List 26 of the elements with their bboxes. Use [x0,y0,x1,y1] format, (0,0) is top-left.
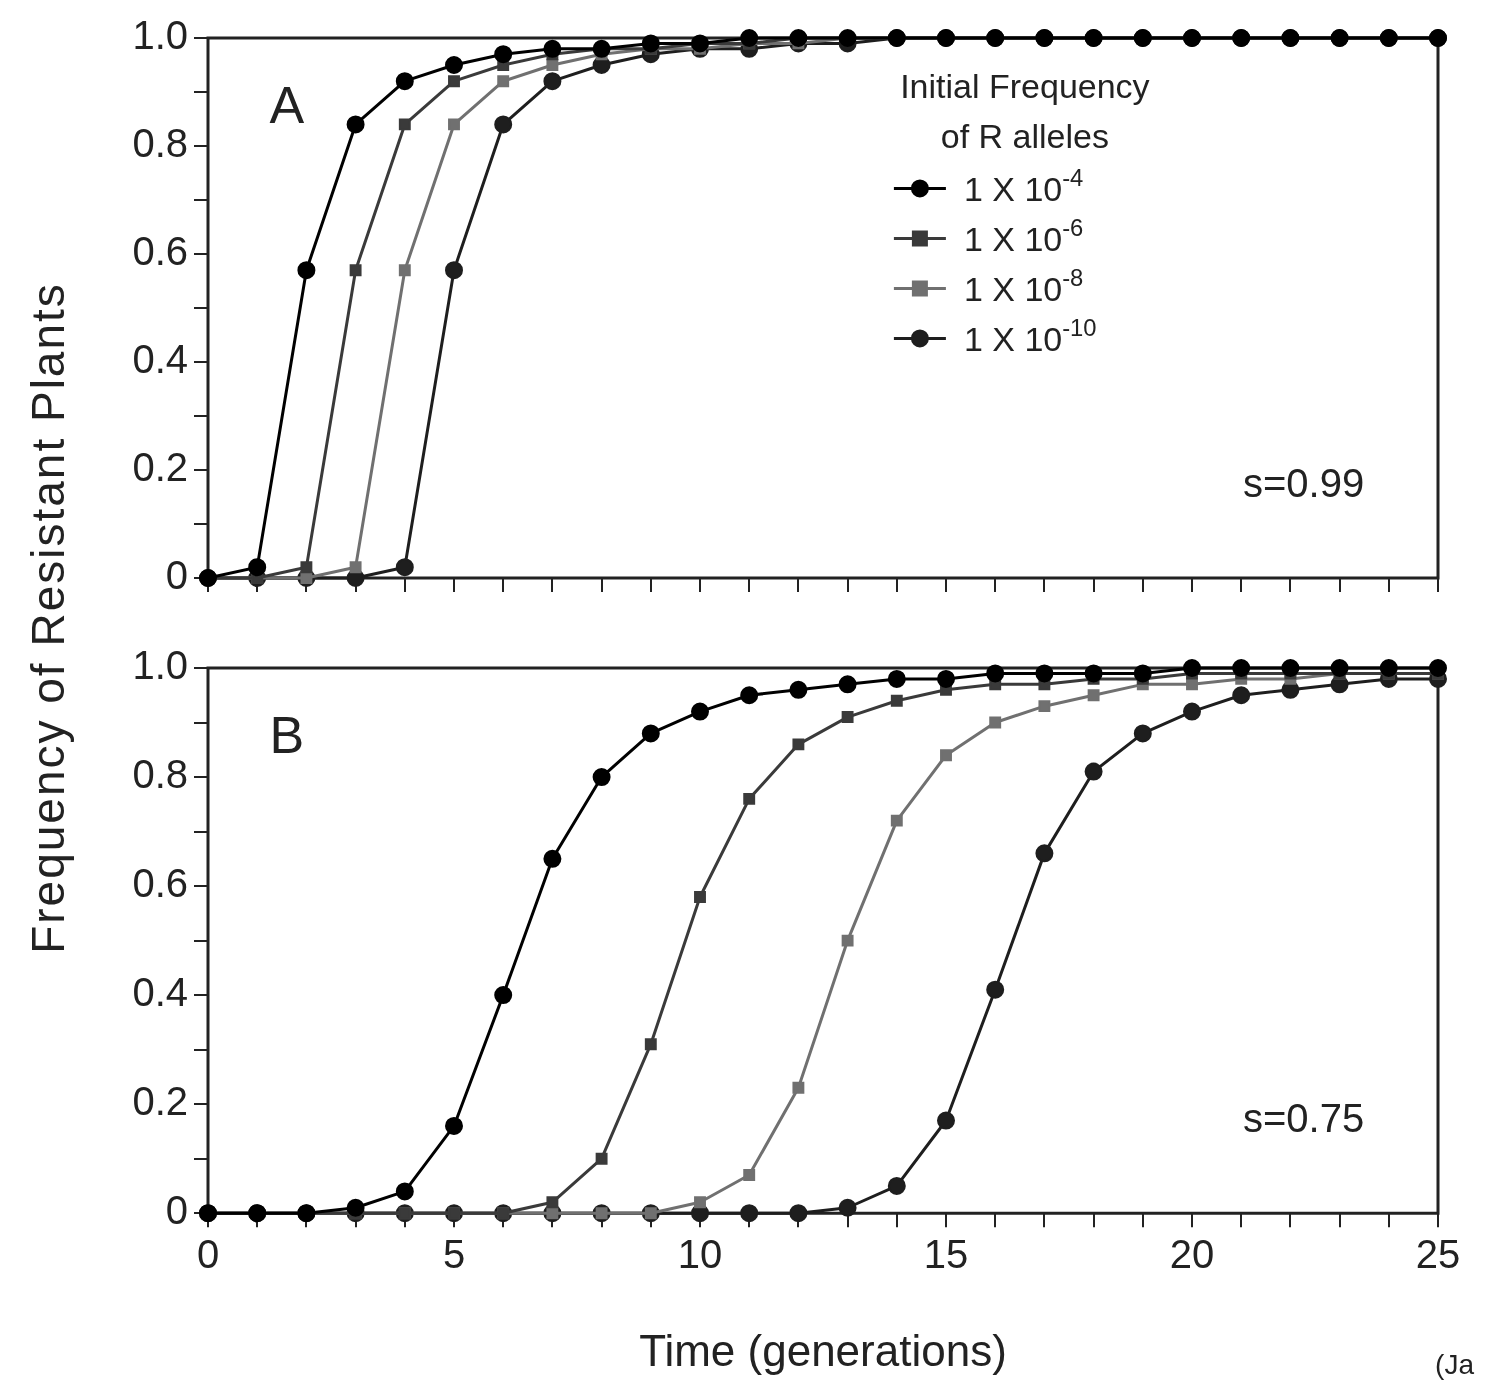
x-tick-label: 15 [923,1232,969,1277]
x-axis-title: Time (generations) [639,1325,1007,1375]
x-tick-label: 5 [442,1232,466,1277]
text: (Ja [1435,1348,1475,1380]
annotation: A [269,75,305,134]
y-tick-label: 0.8 [132,752,188,797]
y-tick-label: 0.6 [132,861,188,906]
y-tick-label: 0.4 [132,337,188,382]
annotation: B [269,706,305,765]
x-tick-label: 10 [677,1232,723,1277]
y-tick-label: 1.0 [132,13,188,58]
x-tick-label: 0 [196,1232,220,1277]
y-axis-title: Frequency of Resistant Plants [21,282,75,954]
legend-title: Initial Frequency of R alleles [900,67,1150,156]
annotation: s=0.75 [1242,1095,1365,1140]
y-tick-label: 0 [165,553,188,598]
annotation: s=0.99 [1242,461,1365,506]
x-tick-label: 20 [1169,1232,1215,1277]
y-tick-label: 0.8 [132,121,188,166]
y-tick-label: 0.2 [132,445,188,490]
y-tick-label: 0.2 [132,1079,188,1124]
y-tick-label: 0.4 [132,970,188,1015]
x-tick-label: 25 [1415,1232,1461,1277]
y-tick-label: 0.6 [132,229,188,274]
y-tick-label: 0 [165,1188,188,1233]
y-tick-label: 1.0 [132,643,188,688]
